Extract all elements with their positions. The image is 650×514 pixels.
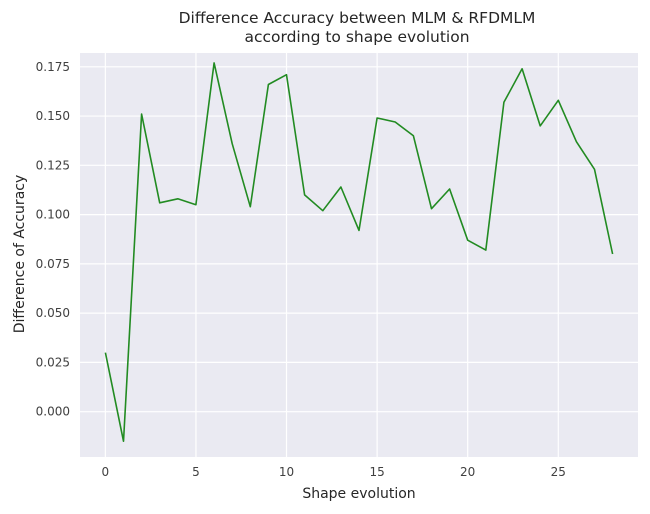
y-tick-label: 0.075 [36, 257, 70, 271]
x-tick-label: 0 [102, 465, 110, 479]
tick-labels: 0 5 10 15 20 25 0.000 0.025 0.050 0.075 0.100 0.125… [36, 60, 566, 479]
y-tick-label: 0.175 [36, 60, 70, 74]
y-tick-label: 0.050 [36, 306, 70, 320]
x-tick-label: 5 [192, 465, 200, 479]
y-tick-label: 0.025 [36, 355, 70, 369]
chart-title-line-1: Difference Accuracy between MLM & RFDMLM [179, 9, 536, 27]
x-axis-label: Shape evolution [302, 486, 415, 502]
x-tick-label: 10 [279, 465, 294, 479]
series-line [104, 62, 614, 443]
y-tick-label: 0.125 [36, 158, 70, 172]
x-tick-label: 15 [369, 465, 384, 479]
y-tick-label: 0.150 [36, 109, 70, 123]
plot-area [80, 53, 638, 457]
y-axis-label: Difference of Accuracy [12, 175, 28, 333]
x-tick-label: 25 [551, 465, 566, 479]
grid [80, 53, 638, 457]
series [104, 62, 614, 443]
chart-title-line-2: according to shape evolution [244, 28, 469, 46]
y-tick-label: 0.100 [36, 208, 70, 222]
x-tick-label: 20 [460, 465, 475, 479]
y-tick-label: 0.000 [36, 405, 70, 419]
